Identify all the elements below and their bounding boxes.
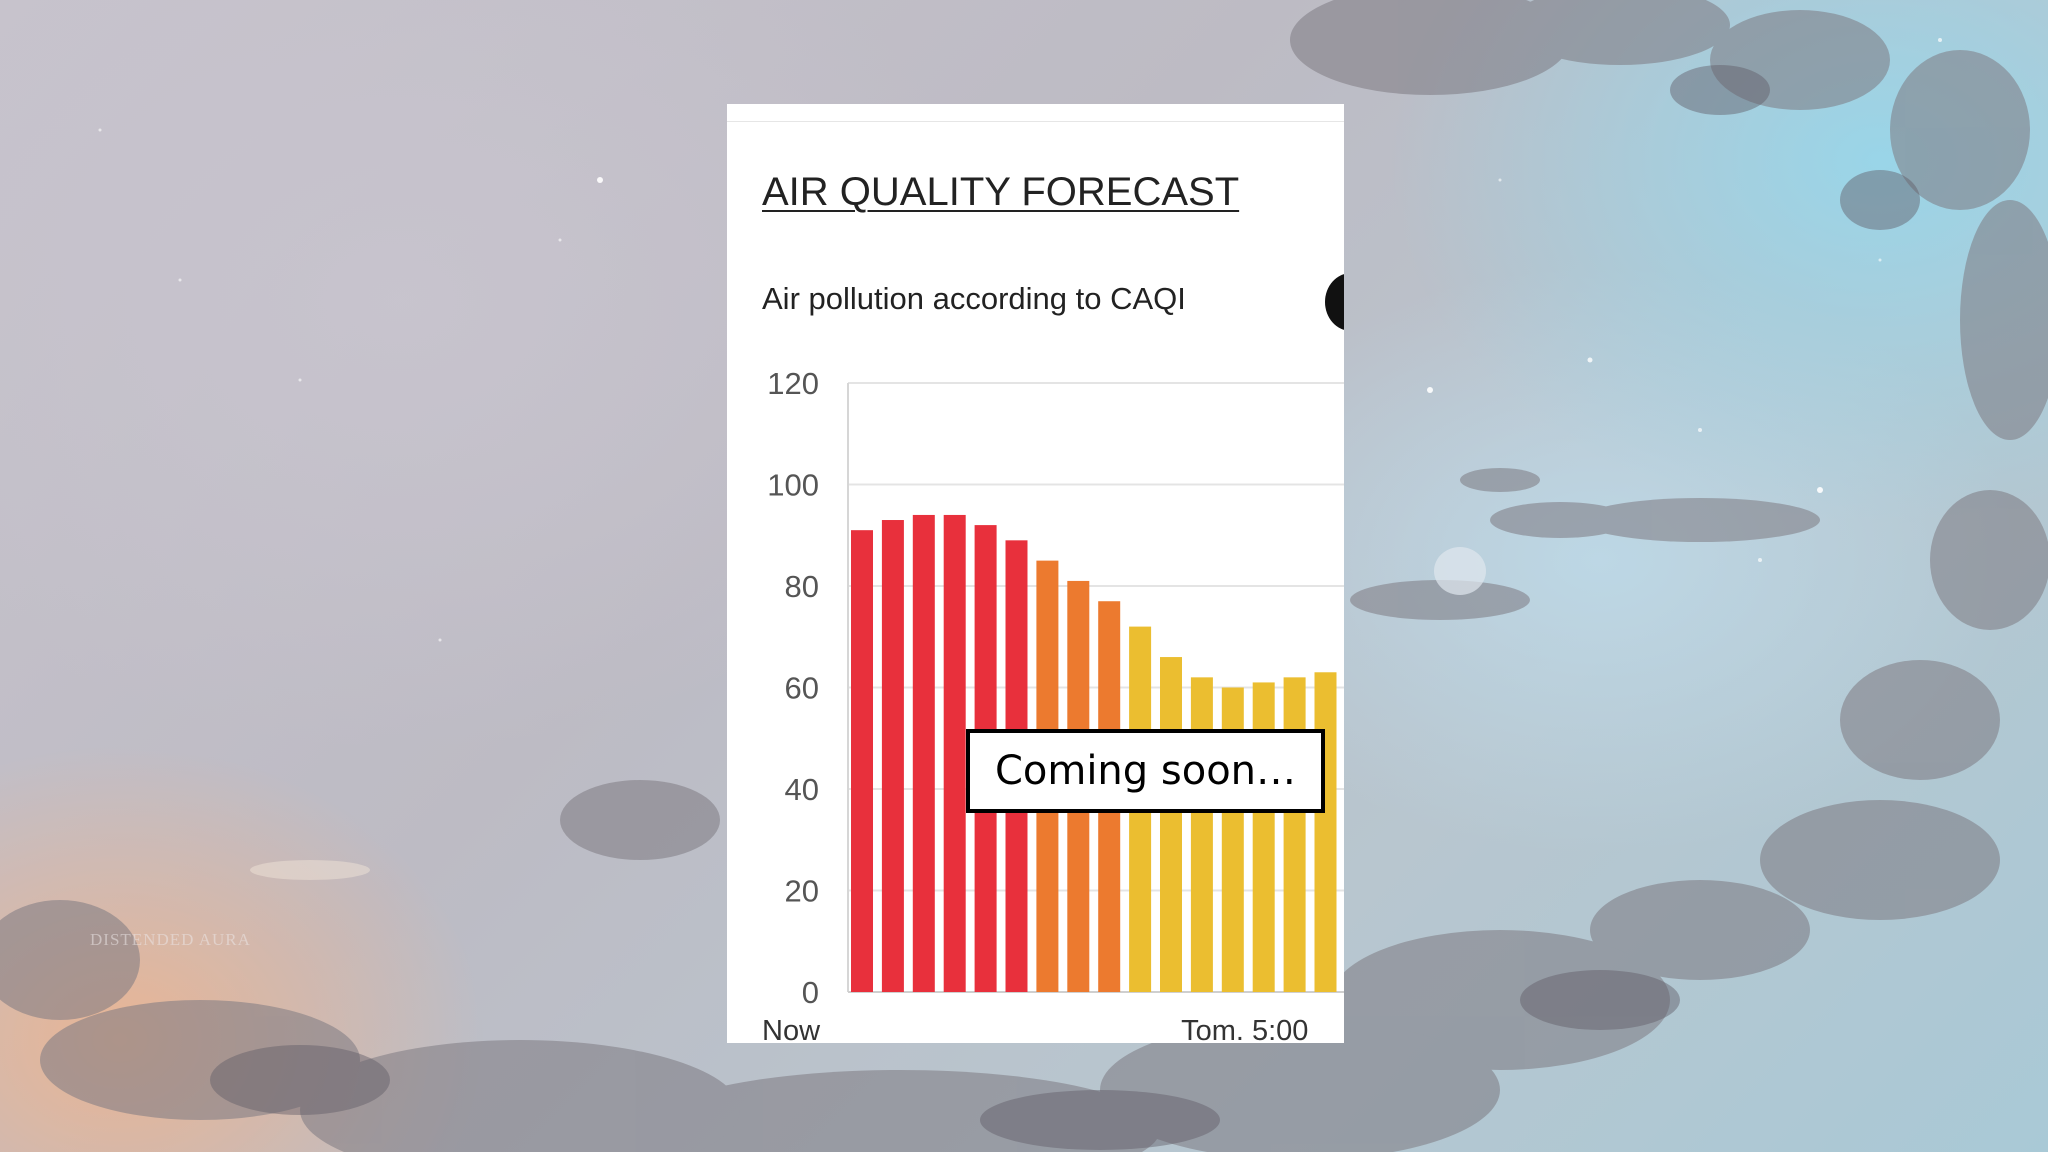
y-tick-label: 80 <box>785 569 819 604</box>
coming-soon-callout: Coming soon… <box>966 729 1325 813</box>
x-tick-label: Tom. 5:00 <box>1181 1015 1308 1043</box>
bar[interactable] <box>881 520 904 992</box>
y-tick-label: 120 <box>767 366 819 401</box>
background-watermark: DISTENDED AURA <box>90 930 251 949</box>
panel-divider <box>727 121 1344 122</box>
x-tick-label: Now <box>762 1015 821 1043</box>
y-tick-label: 60 <box>785 671 819 706</box>
info-icon[interactable] <box>1325 273 1344 331</box>
bar[interactable] <box>912 514 935 992</box>
forecast-panel: AIR QUALITY FORECAST Air pollution accor… <box>727 104 1344 1043</box>
panel-subtitle: Air pollution according to CAQI <box>762 281 1186 316</box>
caqi-bar-chart: 0 20 40 60 80 100 120 Now Tom. 5:00 <box>762 366 1344 1043</box>
panel-title[interactable]: AIR QUALITY FORECAST <box>762 170 1240 214</box>
chart-x-labels: Now Tom. 5:00 <box>762 1015 1308 1043</box>
callout-text: Coming soon… <box>994 748 1297 794</box>
y-tick-label: 100 <box>767 468 819 503</box>
bar[interactable] <box>1314 672 1337 992</box>
bar[interactable] <box>1283 677 1306 992</box>
bar[interactable] <box>1190 677 1213 992</box>
y-tick-label: 20 <box>785 874 819 909</box>
bar[interactable] <box>1160 657 1182 992</box>
y-tick-label: 0 <box>802 975 819 1010</box>
y-tick-label: 40 <box>785 772 819 807</box>
bar[interactable] <box>851 530 873 992</box>
bar[interactable] <box>943 514 966 992</box>
